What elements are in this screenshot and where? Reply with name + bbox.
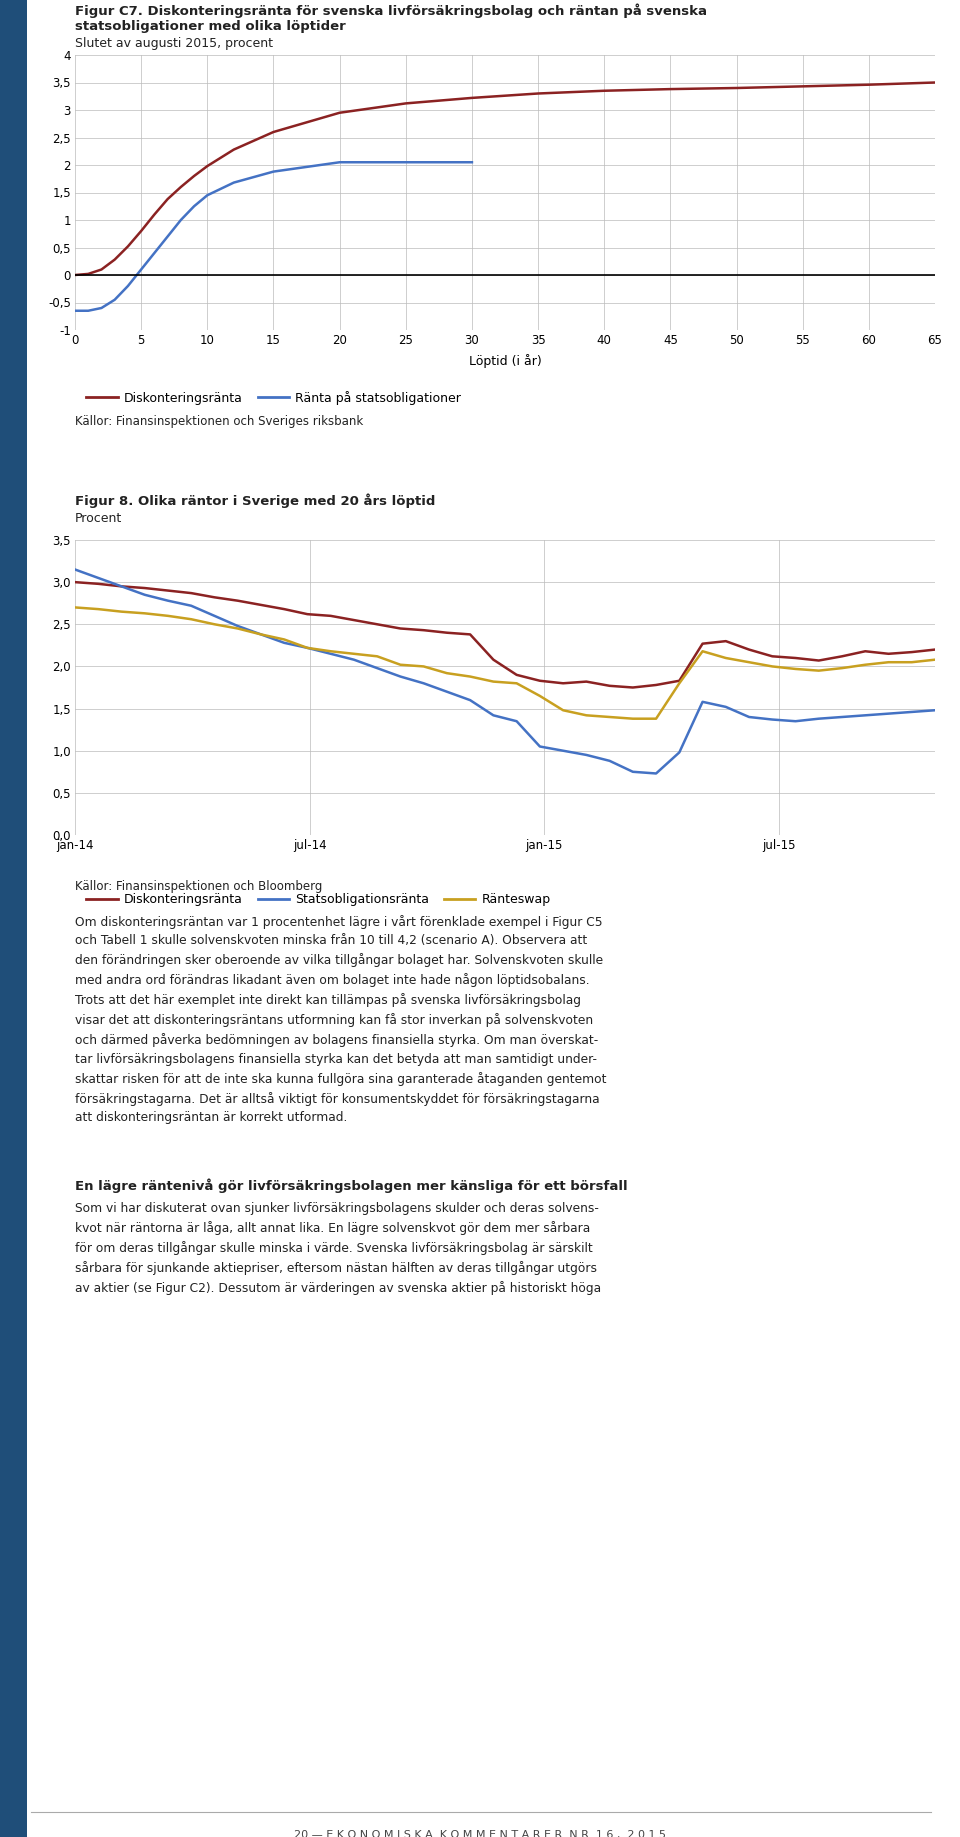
Text: Som vi har diskuterat ovan sjunker livförsäkringsbolagens skulder och deras solv: Som vi har diskuterat ovan sjunker livfö… — [75, 1201, 601, 1295]
Legend: Diskonteringsränta, Ränta på statsobligationer: Diskonteringsränta, Ränta på statsobliga… — [82, 386, 466, 410]
Text: Figur C7. Diskonteringsränta för svenska livförsäkringsbolag och räntan på svens: Figur C7. Diskonteringsränta för svenska… — [75, 4, 707, 18]
Text: Figur 8. Olika räntor i Sverige med 20 års löptid: Figur 8. Olika räntor i Sverige med 20 å… — [75, 492, 436, 507]
Text: Om diskonteringsräntan var 1 procentenhet lägre i vårt förenklade exempel i Figu: Om diskonteringsräntan var 1 procentenhe… — [75, 915, 607, 1124]
Text: Slutet av augusti 2015, procent: Slutet av augusti 2015, procent — [75, 37, 273, 50]
Text: Källor: Finansinspektionen och Sveriges riksbank: Källor: Finansinspektionen och Sveriges … — [75, 415, 363, 428]
Text: statsobligationer med olika löptider: statsobligationer med olika löptider — [75, 20, 346, 33]
Text: En lägre räntenivå gör livförsäkringsbolagen mer känsliga för ett börsfall: En lägre räntenivå gör livförsäkringsbol… — [75, 1178, 628, 1192]
X-axis label: Löptid (i år): Löptid (i år) — [468, 355, 541, 367]
Text: 20 — E K O N O M I S K A  K O M M E N T A R E R  N R  1 6 ,  2 0 1 5: 20 — E K O N O M I S K A K O M M E N T A… — [294, 1830, 666, 1837]
Legend: Diskonteringsränta, Statsobligationsränta, Ränteswap: Diskonteringsränta, Statsobligationsränt… — [82, 889, 556, 911]
Text: Procent: Procent — [75, 513, 122, 525]
Text: Källor: Finansinspektionen och Bloomberg: Källor: Finansinspektionen och Bloomberg — [75, 880, 323, 893]
